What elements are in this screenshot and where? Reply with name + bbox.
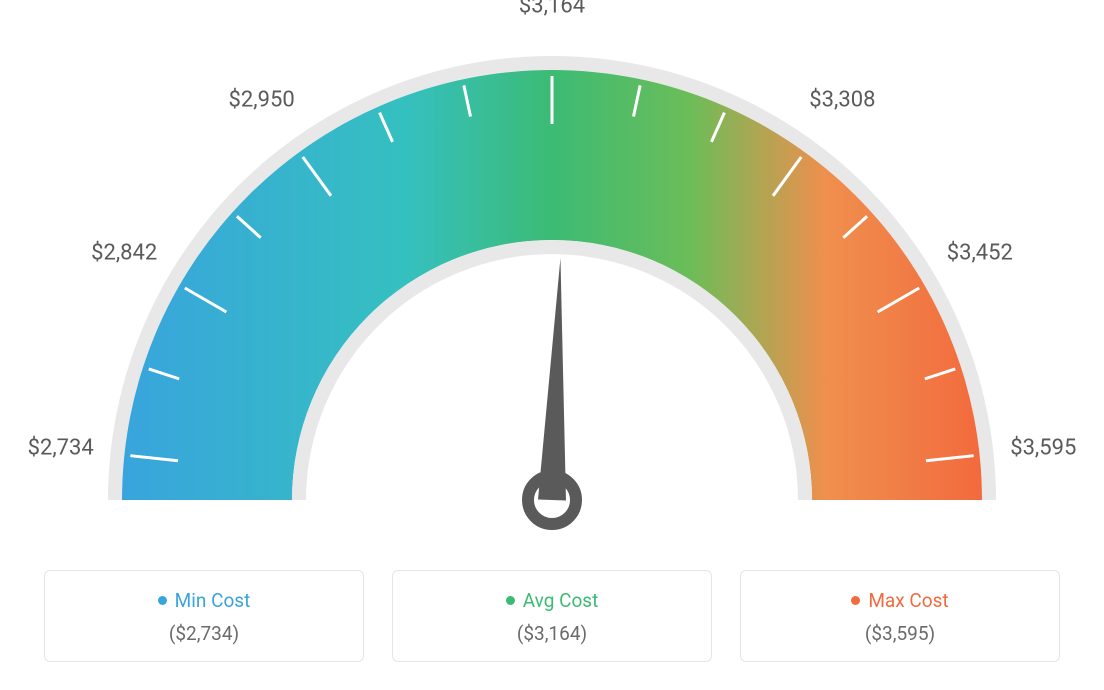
- legend-title-row: Avg Cost: [405, 589, 699, 612]
- gauge-tick-label: $2,842: [91, 241, 157, 266]
- legend-card: Max Cost ($3,595): [740, 570, 1060, 662]
- gauge-tick-label: $3,595: [1010, 436, 1076, 461]
- legend-title: Avg Cost: [523, 589, 599, 612]
- legend-dot: [506, 596, 515, 605]
- legend-dot: [851, 596, 860, 605]
- legend-title-row: Max Cost: [753, 589, 1047, 612]
- gauge-tick-label: $3,452: [947, 241, 1013, 266]
- gauge-chart: $2,734 $2,842 $2,950 $3,164 $3,308 $3,452 $3,5…: [0, 0, 1104, 560]
- gauge-tick-label: $3,308: [809, 88, 875, 113]
- legend-dot: [158, 596, 167, 605]
- legend-card: Avg Cost ($3,164): [392, 570, 712, 662]
- gauge-tick-label: $2,734: [28, 436, 94, 461]
- legend-card: Min Cost ($2,734): [44, 570, 364, 662]
- legend-row: Min Cost ($2,734) Avg Cost ($3,164) Max Cost…: [0, 570, 1104, 662]
- gauge-tick-label: $3,164: [519, 0, 585, 19]
- gauge-tick-label: $2,950: [229, 88, 295, 113]
- legend-title: Max Cost: [868, 589, 948, 612]
- legend-title-row: Min Cost: [57, 589, 351, 612]
- gauge-needle: [538, 258, 566, 500]
- gauge-svg: [0, 0, 1104, 560]
- legend-value: ($3,595): [753, 622, 1047, 645]
- legend-value: ($2,734): [57, 622, 351, 645]
- legend-title: Min Cost: [175, 589, 251, 612]
- legend-value: ($3,164): [405, 622, 699, 645]
